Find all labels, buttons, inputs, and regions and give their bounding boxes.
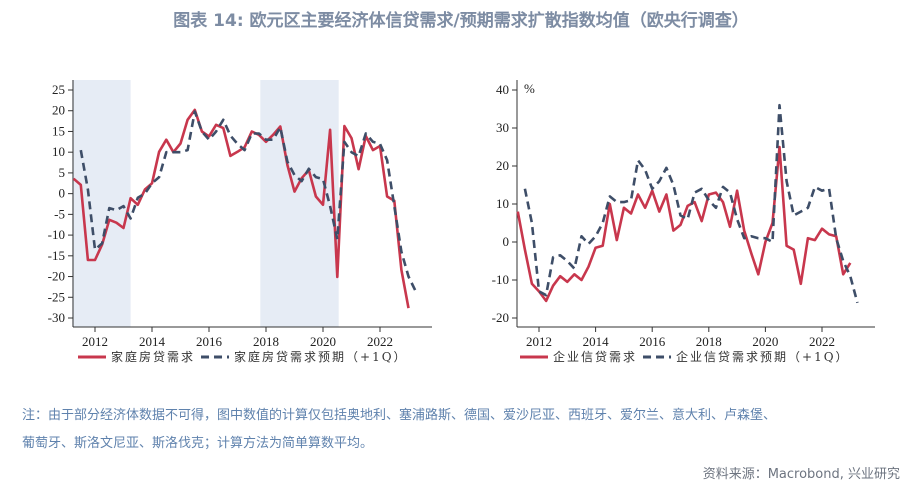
- x-tick-label: 2018: [253, 334, 279, 349]
- x-tick-label: 2016: [639, 334, 666, 349]
- note-line-2: 葡萄牙、斯洛文尼亚、斯洛伐克；计算方法为简单算数平均。: [22, 436, 374, 451]
- shaded-period: [260, 80, 339, 327]
- note-line-1: 注：由于部分经济体数据不可得，图中数值的计算仅包括奥地利、塞浦路斯、德国、爱沙尼…: [22, 408, 777, 423]
- shaded-period: [72, 80, 131, 327]
- y-tick-label: -25: [48, 289, 65, 304]
- y-tick-label: -10: [492, 272, 509, 287]
- y-tick-label: 25: [52, 82, 65, 97]
- y-tick-label: 5: [59, 165, 66, 180]
- y-tick-label: -15: [48, 248, 65, 263]
- series-line-expected: [523, 103, 859, 304]
- y-axis-unit: %: [524, 81, 535, 96]
- y-tick-label: 15: [52, 123, 65, 138]
- y-tick-label: 40: [496, 82, 509, 97]
- y-tick-label: -20: [48, 269, 65, 284]
- y-tick-label: -30: [48, 310, 65, 325]
- y-tick-label: 10: [496, 196, 509, 211]
- legend-label: 家庭房贷需求: [111, 349, 195, 364]
- y-tick-label: -20: [492, 310, 509, 325]
- x-tick-label: 2022: [367, 334, 393, 349]
- y-tick-label: -10: [48, 227, 65, 242]
- series-line-actual: [516, 145, 852, 303]
- x-tick-label: 2014: [583, 334, 610, 349]
- series-line-expected: [79, 110, 417, 292]
- y-tick-label: 20: [52, 103, 65, 118]
- x-tick-label: 2012: [82, 334, 108, 349]
- y-tick-label: 20: [496, 158, 509, 173]
- x-tick-label: 2020: [310, 334, 336, 349]
- x-tick-label: 2014: [139, 334, 166, 349]
- chart-1: 25 20 15 10 5 0 -5 -10 -15 -20 -25 -30 2012 2014 2016 2…: [48, 80, 432, 364]
- x-tick-label: 2022: [809, 334, 835, 349]
- legend-label: 家庭房贷需求预期（+1Q）: [234, 349, 408, 364]
- legend-label: 企业信贷需求预期（+1Q）: [676, 349, 850, 364]
- y-tick-label: 10: [52, 144, 65, 159]
- y-tick-label: 0: [59, 186, 66, 201]
- y-tick-label: 30: [496, 120, 509, 135]
- figure-title: 图表 14: 欧元区主要经济体信贷需求/预期需求扩散指数均值（欧央行调查）: [173, 11, 749, 31]
- x-tick-label: 2018: [696, 334, 722, 349]
- x-tick-label: 2016: [196, 334, 223, 349]
- series-line-actual: [72, 108, 410, 309]
- chart-2: 40 30 20 10 0 -10 -20 2012 2014 2016 2018 2020 2022%…: [492, 80, 875, 364]
- y-tick-label: 0: [503, 234, 510, 249]
- source: 资料来源：Macrobond, 兴业研究: [702, 467, 900, 482]
- x-tick-label: 2012: [526, 334, 552, 349]
- x-tick-label: 2020: [752, 334, 778, 349]
- legend-label: 企业信贷需求: [553, 349, 637, 364]
- y-tick-label: -5: [54, 206, 65, 221]
